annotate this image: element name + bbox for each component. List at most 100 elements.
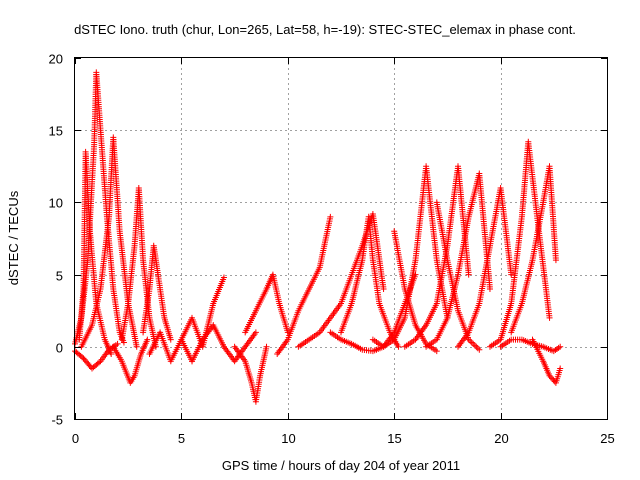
scatter-point (380, 286, 387, 293)
scatter-point (146, 331, 163, 357)
scatter-point (433, 316, 450, 343)
scatter-point (455, 331, 471, 350)
scatter-point (135, 185, 146, 261)
scatter-point (433, 199, 450, 261)
scatter-point (110, 286, 123, 334)
y-tick-label: 20 (49, 52, 63, 67)
scatter-point (552, 367, 563, 386)
scatter-point (365, 213, 376, 261)
scatter-point (161, 314, 174, 341)
scatter-point (497, 185, 514, 276)
scatter-point (97, 348, 111, 365)
scatter-point (546, 314, 553, 321)
scatter-point (550, 344, 562, 355)
scatter-point (252, 329, 259, 336)
scatter-point (257, 345, 270, 379)
scatter-point (118, 302, 131, 343)
scatter-point (423, 337, 438, 350)
scatter-point (155, 271, 168, 319)
scatter-point (178, 316, 195, 343)
scatter-point (93, 69, 104, 132)
scatter-point (242, 309, 258, 336)
scatter-point (114, 340, 121, 347)
scatter-point (110, 343, 124, 363)
scatter-point (316, 215, 333, 271)
scatter-point (295, 288, 312, 314)
scatter-point (150, 242, 161, 276)
scatter-point (157, 329, 173, 363)
scatter-point (86, 228, 100, 305)
scatter-point (455, 216, 472, 278)
y-tick-label: 10 (49, 196, 63, 211)
scatter-point (242, 331, 258, 350)
scatter-point (380, 337, 396, 350)
scatter-point (338, 302, 354, 336)
scatter-point (138, 338, 150, 357)
scatter-point (210, 322, 226, 348)
x-tick-label: 10 (281, 431, 295, 446)
scatter-point (338, 336, 353, 347)
scatter-point (316, 302, 343, 336)
scatter-point (369, 257, 382, 305)
y-tick-label: 5 (56, 269, 63, 284)
scatter-point (401, 337, 417, 350)
scatter-point (144, 336, 151, 343)
scatter-point (465, 271, 472, 278)
scatter-point (557, 343, 564, 350)
x-axis-label: GPS time / hours of day 204 of year 2011 (222, 458, 460, 473)
scatter-point (487, 337, 502, 350)
scatter-point (552, 257, 559, 264)
scatter-point (391, 302, 408, 336)
scatter-point (476, 244, 493, 307)
scatter-point (529, 201, 546, 264)
y-tick-label: 0 (56, 341, 63, 356)
scatter-point (465, 336, 481, 352)
scatter-point (518, 336, 534, 347)
scatter-point (220, 274, 227, 281)
chart-title: dSTEC Iono. truth (chur, Lon=265, Lat=58… (74, 22, 576, 37)
scatter-point (508, 216, 525, 307)
scatter-point (423, 163, 440, 261)
x-tick-label: 20 (494, 431, 508, 446)
scatter-point (97, 127, 110, 218)
scatter-point (295, 330, 321, 350)
scatter-point (269, 271, 282, 305)
scatter-point (131, 353, 144, 379)
scatter-point (89, 288, 103, 329)
scatter-point (167, 338, 184, 365)
scatter-point (76, 288, 87, 343)
scatter-point (110, 134, 123, 233)
scatter-point (210, 276, 227, 307)
scatter-point (557, 365, 564, 372)
scatter-point (401, 286, 418, 327)
scatter-point (376, 300, 393, 334)
scatter-point (348, 340, 364, 352)
scatter-point (369, 211, 387, 290)
y-axis-label: dSTEC / TECUs (6, 190, 21, 285)
x-tick-label: 0 (72, 431, 79, 446)
scatter-point (327, 213, 334, 220)
scatter-point (276, 300, 291, 334)
scatter-point (167, 336, 174, 343)
scatter-point (546, 163, 559, 261)
scatter-point (125, 244, 138, 307)
scatter-point (242, 358, 254, 384)
scatter-point (82, 148, 93, 233)
scatter-point (89, 359, 103, 372)
scatter-point (444, 257, 461, 312)
scatter-point (535, 228, 553, 319)
scatter-point (189, 338, 205, 365)
scatter-point (338, 273, 354, 307)
axis-ticks: 0 5 10 15 20 25 -5 0 5 10 15 20 (49, 52, 615, 447)
scatter-point (127, 374, 137, 386)
scatter-point (108, 351, 115, 358)
scatter-point (391, 228, 408, 290)
scatter-point (306, 266, 322, 292)
scatter-point (78, 324, 95, 350)
scatter-point (327, 329, 343, 342)
scatter-point (369, 336, 385, 349)
scatter-point (348, 244, 365, 278)
scatter-point (412, 323, 428, 343)
scatter-point (518, 259, 535, 307)
